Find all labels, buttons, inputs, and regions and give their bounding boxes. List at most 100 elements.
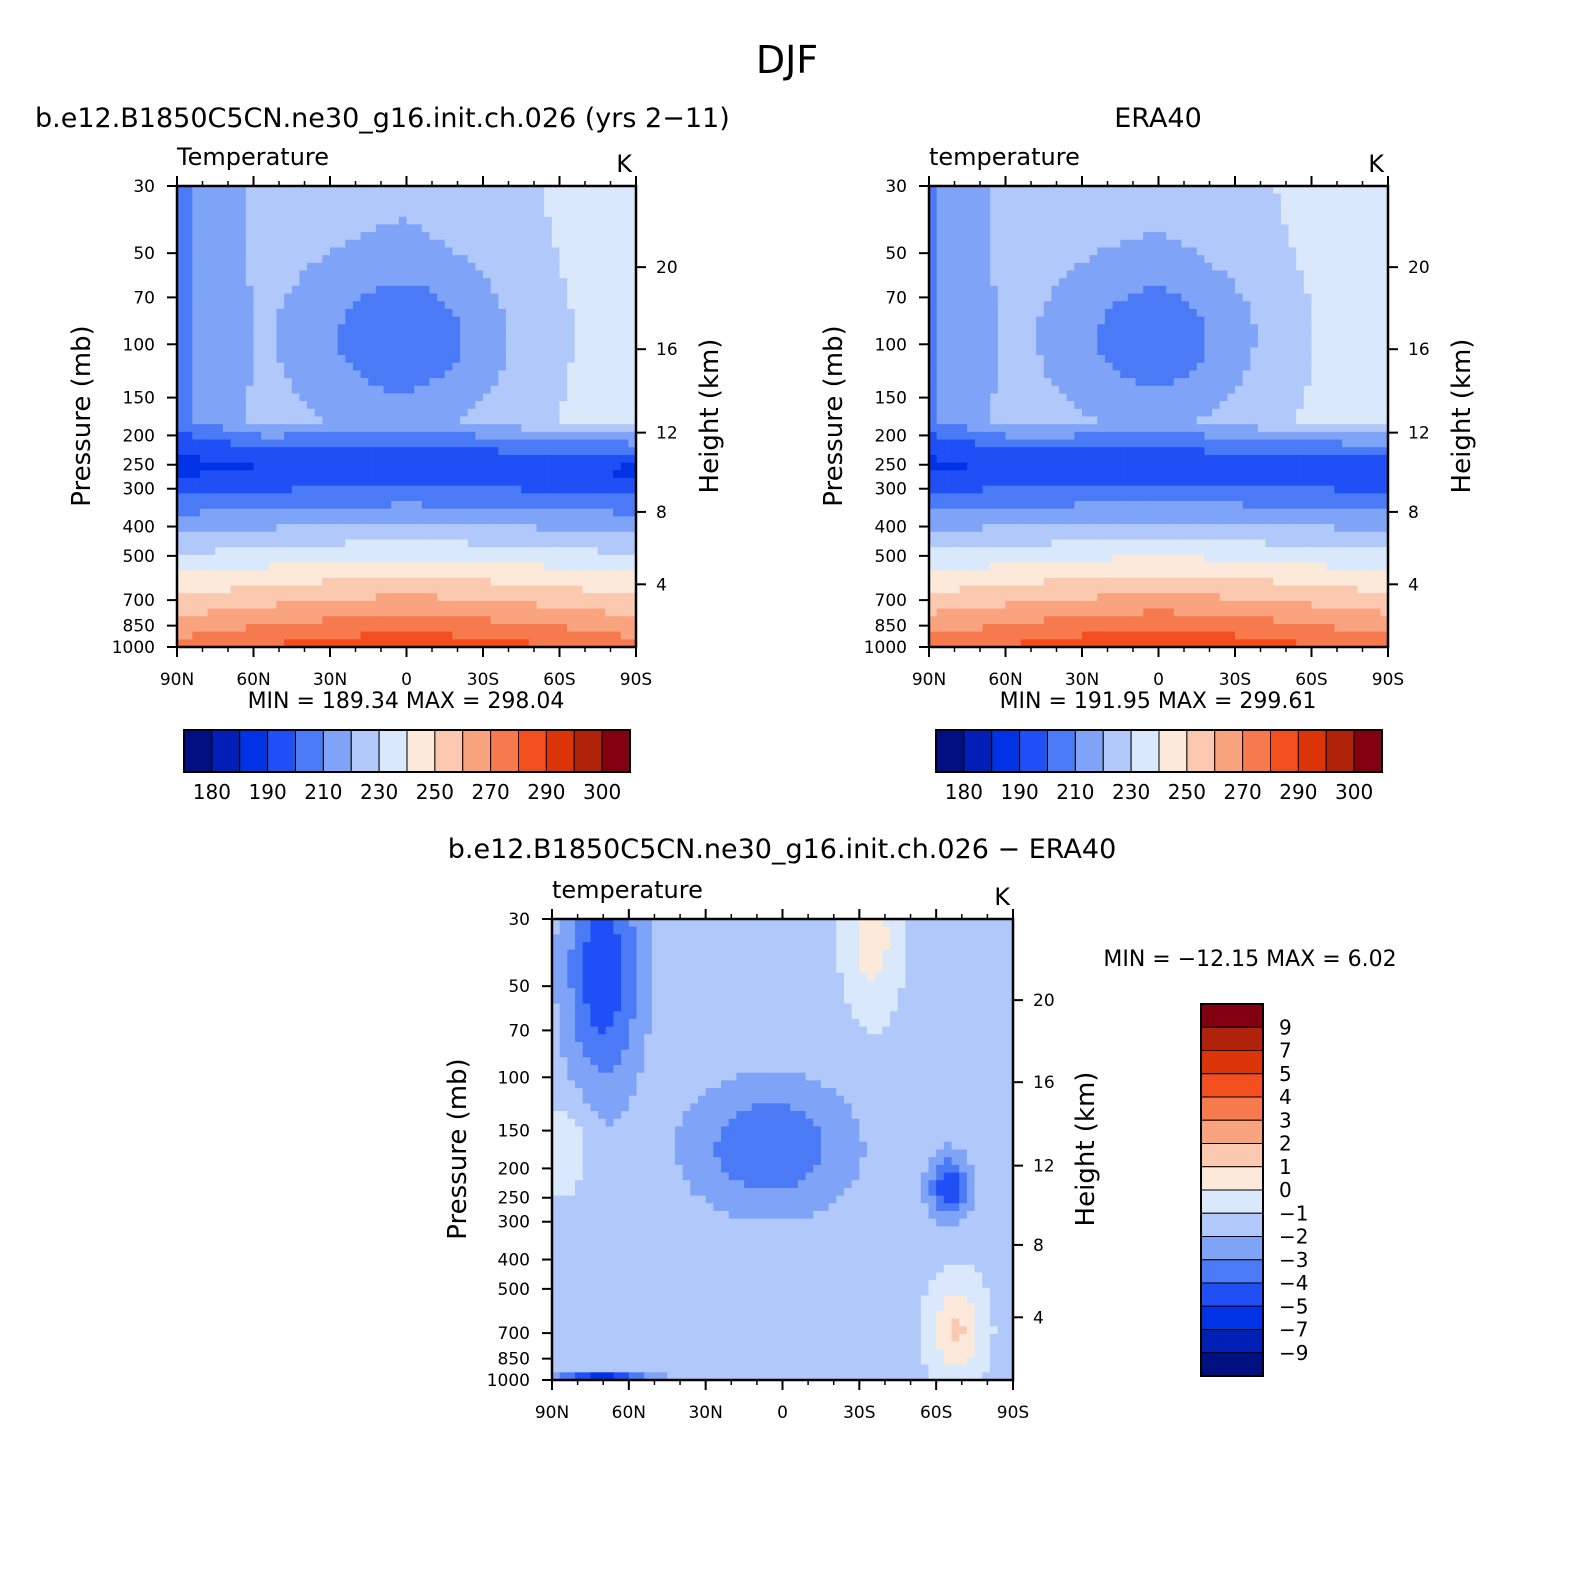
- contour-cell: [330, 524, 339, 533]
- contour-cell: [184, 616, 193, 625]
- contour-cell: [307, 554, 316, 564]
- contour-cell: [483, 293, 492, 302]
- contour-cell: [1166, 224, 1175, 233]
- contour-cell: [521, 193, 530, 202]
- contour-cell: [590, 293, 599, 302]
- contour-cell: [513, 408, 522, 418]
- contour-cell: [215, 531, 224, 541]
- contour-cell: [299, 393, 308, 402]
- contour-cell: [628, 401, 636, 410]
- contour-cell: [551, 232, 561, 241]
- contour-cell: [467, 524, 476, 533]
- contour-cell: [944, 316, 953, 325]
- contour-cell: [1189, 209, 1198, 218]
- contour-cell: [192, 278, 201, 287]
- contour-cell: [322, 247, 331, 256]
- contour-cell: [929, 324, 938, 333]
- contour-cell: [337, 485, 346, 494]
- contour-cell: [307, 631, 316, 640]
- contour-cell: [414, 454, 423, 464]
- contour-cell: [536, 562, 545, 571]
- contour-cell: [1212, 316, 1221, 325]
- contour-cell: [1257, 262, 1267, 272]
- contour-cell: [291, 201, 300, 210]
- contour-cell: [1303, 308, 1313, 318]
- contour-cell: [1036, 193, 1045, 202]
- contour-cell: [1166, 239, 1175, 249]
- contour-cell: [429, 616, 438, 625]
- contour-field: [929, 186, 1388, 647]
- contour-cell: [322, 531, 331, 541]
- contour-cell: [414, 324, 423, 333]
- contour-cell: [421, 493, 431, 502]
- contour-cell: [177, 600, 186, 610]
- contour-cell: [322, 201, 331, 210]
- contour-cell: [1135, 293, 1144, 302]
- contour-cell: [1365, 255, 1374, 264]
- contour-cell: [528, 577, 538, 587]
- contour-cell: [467, 508, 476, 517]
- contour-cell: [230, 562, 239, 571]
- contour-cell: [505, 339, 515, 348]
- contour-cell: [605, 186, 614, 195]
- contour-cell: [1135, 255, 1144, 264]
- contour-cell: [414, 462, 423, 471]
- contour-cell: [559, 209, 568, 218]
- contour-cell: [238, 593, 247, 602]
- contour-cell: [1158, 324, 1167, 333]
- contour-cell: [207, 570, 216, 579]
- contour-cell: [398, 585, 408, 594]
- contour-cell: [207, 531, 216, 541]
- contour-cell: [192, 508, 201, 517]
- contour-cell: [284, 501, 293, 510]
- contour-cell: [429, 431, 438, 441]
- contour-cell: [238, 331, 247, 341]
- contour-cell: [1372, 216, 1381, 226]
- contour-cell: [437, 347, 446, 356]
- contour-cell: [613, 485, 622, 494]
- contour-cell: [1036, 239, 1045, 249]
- contour-cell: [1020, 201, 1030, 210]
- contour-cell: [1173, 324, 1183, 333]
- contour-cell: [253, 262, 262, 272]
- contour-cell: [314, 416, 323, 425]
- contour-cell: [238, 370, 247, 379]
- contour-cell: [1166, 270, 1175, 279]
- contour-cell: [276, 401, 285, 410]
- contour-cell: [567, 516, 576, 525]
- contour-cell: [605, 262, 614, 272]
- contour-cell: [299, 493, 308, 502]
- contour-cell: [452, 462, 461, 471]
- contour-cell: [352, 454, 362, 464]
- contour-cell: [284, 608, 293, 617]
- contour-cell: [505, 616, 515, 625]
- contour-cell: [291, 378, 300, 387]
- contour-cell: [613, 454, 622, 464]
- contour-cell: [613, 209, 622, 218]
- contour-cell: [1212, 224, 1221, 233]
- contour-cell: [475, 447, 484, 456]
- contour-cell: [1135, 262, 1144, 272]
- contour-cell: [429, 547, 438, 556]
- contour-cell: [528, 470, 538, 479]
- contour-cell: [337, 362, 346, 371]
- contour-cell: [1288, 324, 1297, 333]
- contour-cell: [551, 393, 561, 402]
- contour-cell: [559, 262, 568, 272]
- contour-cell: [582, 316, 591, 325]
- contour-cell: [1319, 262, 1328, 272]
- contour-cell: [967, 232, 976, 241]
- contour-cell: [375, 416, 385, 425]
- contour-cell: [1326, 201, 1336, 210]
- contour-cell: [1250, 232, 1259, 241]
- contour-cell: [1158, 224, 1167, 233]
- contour-cell: [551, 616, 561, 625]
- contour-cell: [299, 524, 308, 533]
- contour-cell: [261, 424, 270, 433]
- contour-cell: [590, 470, 599, 479]
- contour-cell: [284, 531, 293, 541]
- contour-cell: [590, 639, 599, 647]
- contour-cell: [1196, 201, 1205, 210]
- contour-cell: [475, 531, 484, 541]
- contour-cell: [620, 370, 629, 379]
